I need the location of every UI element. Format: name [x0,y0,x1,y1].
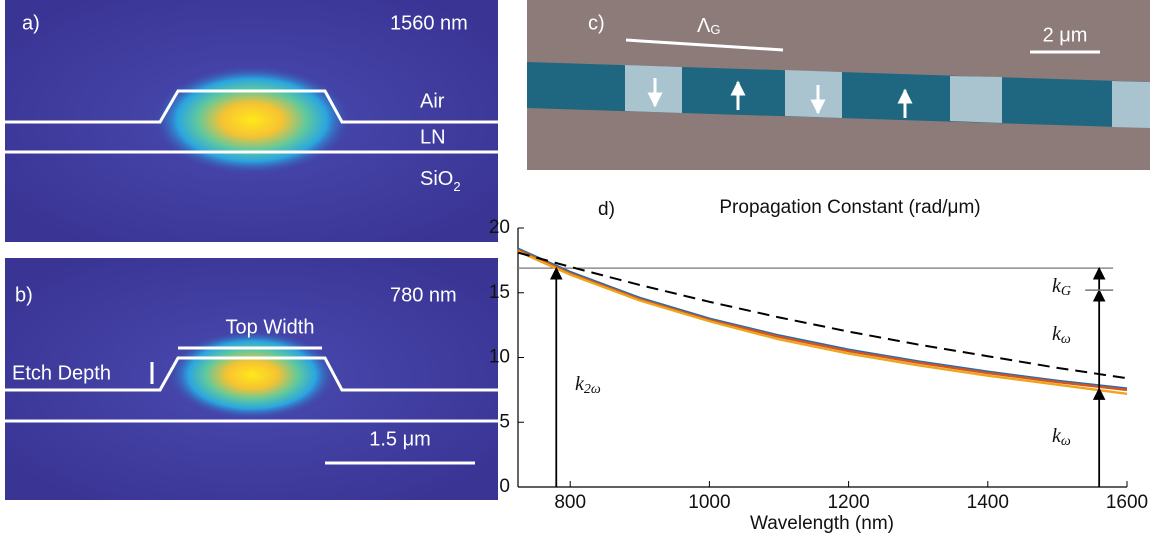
etch-depth-label: Etch Depth [12,362,111,384]
x-tick-label: 1000 [688,492,730,513]
period-subscript: G [710,22,720,37]
layer-label: SiO2 [420,168,461,194]
wavevector-symbol: k [1052,275,1062,297]
x-tick-label: 1400 [967,492,1009,513]
period-label: ΛG [697,15,720,37]
wavevector-label: kω [1052,425,1071,450]
y-tick-label: 10 [489,347,510,368]
chart-title: Propagation Constant (rad/μm) [719,197,980,218]
wavevector-label: k2ω [575,373,601,398]
period-symbol: Λ [697,15,711,37]
panel-b: b) 780 nm Top Width Etch Depth 1.5 μm [5,258,498,500]
series-line [517,250,1128,395]
wavevector-subscript: 2ω [584,382,601,397]
poled-domains [625,65,1150,128]
y-tick-label: 0 [499,476,510,497]
wavevector-symbol: k [1052,323,1062,345]
wavevector-symbol: k [1052,425,1062,447]
chart: d) Propagation Constant (rad/μm) Wavelen… [489,197,1148,534]
scale-bar-label: 2 μm [1043,24,1088,46]
wavevector-subscript: ω [1061,434,1071,449]
wavelength-label: 780 nm [390,284,457,306]
scale-bar-label: 1.5 μm [369,428,431,450]
panel-label: d) [598,199,615,220]
wavelength-label: 1560 nm [390,12,468,34]
panel-label: b) [15,284,33,306]
x-tick-label: 800 [554,492,586,513]
series-line [517,251,1128,380]
layer-label-main: SiO [420,168,453,190]
panel-label: a) [22,12,40,34]
wavevector-subscript: G [1061,284,1071,299]
mode-profile [152,65,352,175]
scale-lines [625,38,1100,54]
wavevector-label: kG [1052,275,1071,300]
series-line [517,248,1128,392]
wavevector-subscript: ω [1061,332,1071,347]
wavevector-symbol: k [575,373,585,395]
panel-a: a) 1560 nm Air LN SiO2 [5,0,498,242]
wavevector-label: kω [1052,323,1071,348]
y-tick-label: 20 [489,217,510,238]
layer-label: LN [420,126,446,148]
mode-profile [167,330,337,420]
y-tick-label: 15 [489,282,510,303]
domain-arrows [647,78,913,118]
y-tick-label: 5 [499,411,510,432]
panel-label: c) [588,12,605,34]
dimension-lines [150,346,475,465]
waveguide-outline [5,89,498,154]
series-line [517,247,1128,390]
layer-label: Air [420,90,445,112]
layer-label-subscript: 2 [453,179,460,194]
x-tick-label: 1200 [827,492,869,513]
x-tick-label: 1600 [1106,492,1148,513]
waveguide-outline [5,356,498,423]
panel-c: c) ΛG 2 μm [527,0,1150,170]
x-axis-label: Wavelength (nm) [750,513,894,534]
top-width-label: Top Width [226,316,315,338]
